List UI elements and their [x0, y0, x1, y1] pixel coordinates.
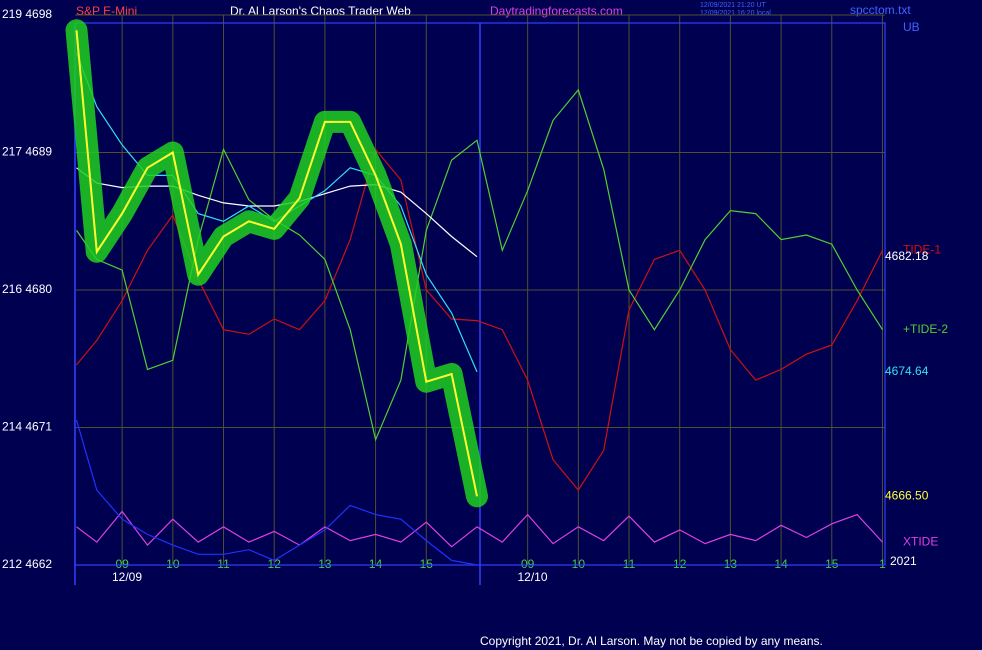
value-label: 4666.50	[885, 488, 929, 502]
x-tick-label: 09	[521, 557, 535, 571]
legend-label: XTIDE	[903, 534, 938, 548]
legend-label: TIDE-1	[903, 242, 941, 256]
corner-label: 2021	[890, 554, 917, 568]
corner-label: UB	[903, 20, 920, 34]
site: Daytradingforecasts.com	[490, 4, 623, 18]
legend-label: +TIDE-2	[903, 322, 948, 336]
x-tick-label: 12	[673, 557, 687, 571]
date-label: 12/10	[518, 570, 548, 584]
x-tick-label: 10	[166, 557, 180, 571]
y-tick-label: 217 4689	[2, 145, 52, 159]
x-tick-label: 14	[369, 557, 383, 571]
series-line	[76, 88, 884, 442]
file-name: spcctom.txt	[850, 3, 911, 17]
x-tick-label: 13	[318, 557, 332, 571]
x-tick-label: 15	[420, 557, 434, 571]
x-tick-label: 11	[623, 557, 636, 571]
y-tick-label: 216 4680	[2, 282, 52, 296]
value-label: 4674.64	[885, 364, 929, 378]
series-line	[75, 419, 478, 566]
series-line	[76, 510, 883, 548]
date-label: 12/09	[112, 570, 142, 584]
y-tick-label: 214 4671	[2, 420, 52, 434]
y-tick-label: 212 4662	[2, 557, 52, 571]
symbol: S&P E-Mini	[76, 4, 137, 18]
x-tick-label: 10	[572, 557, 586, 571]
value-label: 4682.18	[885, 249, 929, 263]
x-tick-label: 1	[879, 557, 886, 571]
series-line	[75, 30, 478, 497]
x-tick-label: 13	[724, 557, 738, 571]
x-tick-label: 09	[115, 557, 129, 571]
plot-frame	[74, 22, 886, 566]
x-tick-label: 14	[774, 557, 788, 571]
timestamp: 12/09/2021 21:20 UT	[700, 2, 766, 9]
plot-area: 219 4698 217 4689 216 4680 214 4671 212 4662…	[2, 7, 948, 585]
x-tick-label: 12	[268, 557, 282, 571]
timestamp: 12/09/2021 16:20 local	[700, 10, 771, 17]
series-line	[76, 148, 884, 492]
chart-title: Dr. Al Larson's Chaos Trader Web	[230, 4, 411, 18]
x-tick-label: 15	[825, 557, 839, 571]
y-tick-label: 219 4698	[2, 7, 52, 21]
x-tick-label: 11	[217, 557, 230, 571]
copyright: Copyright 2021, Dr. Al Larson. May not b…	[480, 634, 823, 648]
